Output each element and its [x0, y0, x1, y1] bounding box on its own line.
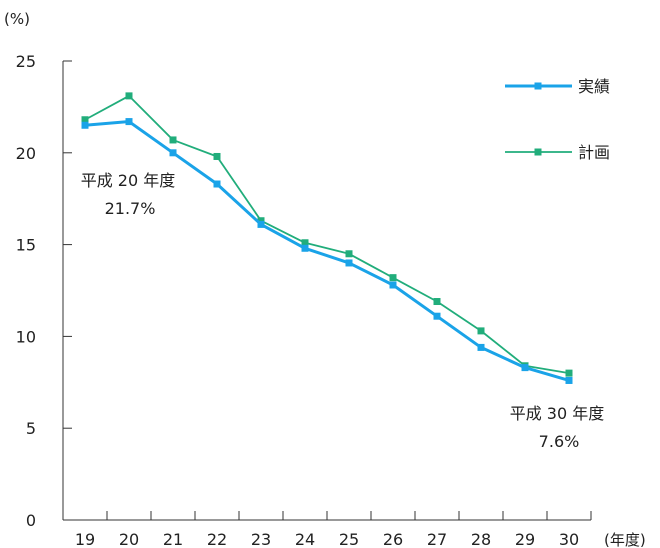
x-tick-label: 24: [295, 530, 315, 548]
data-point: [125, 118, 133, 126]
data-point: [565, 369, 573, 377]
data-point: [125, 92, 133, 100]
x-tick-label: 30: [559, 530, 579, 548]
annotation-value: 21.7%: [105, 199, 156, 218]
series-line: [84, 120, 570, 382]
data-point: [257, 220, 265, 228]
y-axis-unit-label: (%): [4, 10, 30, 28]
annotation-year: 平成 30 年度: [510, 404, 605, 423]
data-point: [169, 149, 177, 157]
data-point: [301, 244, 309, 252]
annotation-1: 平成 30 年度 7.6%: [510, 404, 605, 451]
data-point: [81, 116, 89, 124]
legend-label: 計画: [578, 143, 610, 162]
x-tick-label: 22: [207, 530, 227, 548]
y-tick-label: 15: [16, 236, 36, 255]
legend-label: 実績: [578, 77, 610, 96]
x-tick-label: 29: [515, 530, 535, 548]
y-axis-ticks: 0 5 10 15 20 25: [16, 52, 72, 530]
series-1: [81, 92, 573, 377]
x-tick-label: 26: [383, 530, 403, 548]
data-point: [433, 312, 441, 320]
legend-item-0: 実績: [505, 77, 610, 96]
data-point: [301, 239, 309, 247]
x-tick-label: 25: [339, 530, 359, 548]
data-point: [389, 281, 397, 289]
x-tick-label: 20: [119, 530, 139, 548]
data-point: [81, 121, 89, 129]
x-axis-unit-label: (年度): [604, 531, 646, 548]
annotation-0: 平成 20 年度 21.7%: [81, 171, 176, 218]
annotation-value: 7.6%: [539, 432, 580, 451]
legend-item-1: 計画: [505, 143, 610, 162]
x-tick-label: 28: [471, 530, 491, 548]
data-point: [257, 217, 265, 225]
data-point: [345, 259, 353, 267]
x-tick-label: 23: [251, 530, 271, 548]
series-0: [81, 118, 573, 384]
y-tick-label: 5: [26, 419, 36, 438]
data-point: [213, 152, 221, 160]
y-tick-label: 25: [16, 52, 36, 71]
x-axis-ticks: 19 20 21 22 23 24 25 26 27 28 29 30: [62, 511, 592, 548]
data-point: [213, 180, 221, 188]
data-point: [433, 298, 441, 306]
x-tick-label: 19: [75, 530, 95, 548]
y-tick-label: 10: [16, 327, 36, 346]
data-point: [477, 327, 485, 335]
series-line: [84, 94, 570, 375]
series-layer: [81, 92, 573, 384]
data-point: [565, 376, 573, 384]
annotations: 平成 20 年度 21.7% 平成 30 年度 7.6%: [81, 171, 605, 451]
x-tick-label: 27: [427, 530, 447, 548]
y-tick-label: 0: [26, 511, 36, 530]
annotation-year: 平成 20 年度: [81, 171, 176, 190]
data-point: [169, 136, 177, 144]
data-point: [477, 343, 485, 351]
data-point: [389, 274, 397, 282]
y-tick-label: 20: [16, 144, 36, 163]
legend-marker: [534, 148, 542, 156]
data-point: [345, 250, 353, 258]
x-tick-label: 21: [163, 530, 183, 548]
data-point: [521, 364, 529, 372]
legend-marker: [534, 82, 542, 90]
